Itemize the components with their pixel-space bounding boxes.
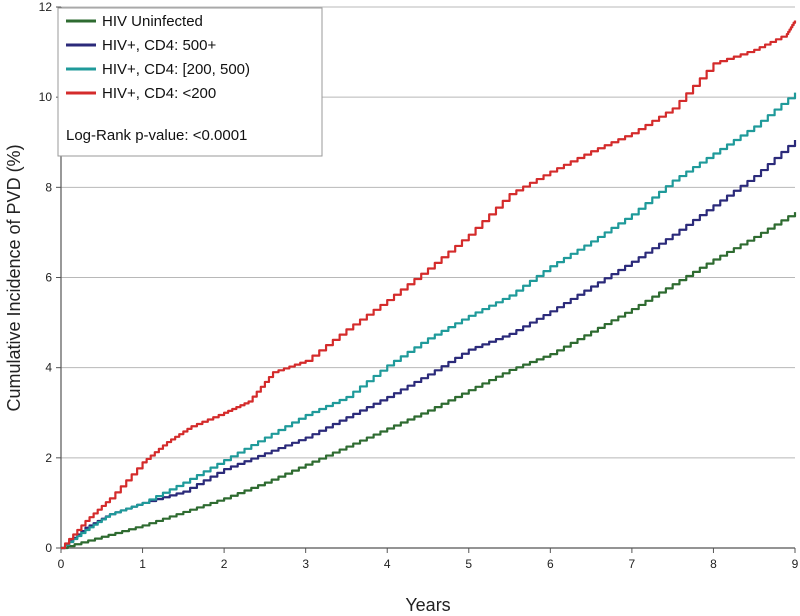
series-lines	[61, 20, 797, 550]
series-line-2	[61, 139, 797, 550]
y-tick-label-0: 0	[45, 541, 52, 555]
log-rank-annotation: Log-Rank p-value: <0.0001	[66, 127, 247, 144]
legend-label-4: HIV+, CD4: <200	[102, 85, 216, 102]
x-axis-title: Years	[405, 595, 450, 615]
series-line-3	[61, 92, 797, 550]
y-tick-label-6: 6	[45, 271, 52, 285]
x-tick-label-6: 6	[547, 557, 554, 571]
legend-label-1: HIV Uninfected	[102, 13, 203, 30]
x-tick-label-9: 9	[792, 557, 799, 571]
legend-label-2: HIV+, CD4: 500+	[102, 37, 216, 54]
legend-label-3: HIV+, CD4: [200, 500)	[102, 61, 250, 78]
series-line-4	[61, 20, 797, 550]
series-line-1	[61, 212, 797, 550]
x-tick-label-2: 2	[221, 557, 228, 571]
legend-items: HIV Uninfected HIV+, CD4: 500+ HIV+, CD4: …	[66, 13, 250, 102]
x-tick-label-1: 1	[139, 557, 146, 571]
y-tick-label-4: 4	[45, 361, 52, 375]
x-tick-label-5: 5	[465, 557, 472, 571]
y-tick-label-8: 8	[45, 180, 52, 194]
legend: HIV Uninfected HIV+, CD4: 500+ HIV+, CD4: …	[57, 7, 323, 157]
x-tick-label-8: 8	[710, 557, 717, 571]
y-tick-label-2: 2	[45, 451, 52, 465]
x-tick-label-3: 3	[302, 557, 309, 571]
y-tick-label-10: 10	[39, 90, 53, 104]
x-tick-label-4: 4	[384, 557, 391, 571]
legend-box	[57, 7, 323, 157]
x-tick-label-7: 7	[629, 557, 636, 571]
y-axis-title: Cumulative Incidence of PVD (%)	[4, 144, 24, 411]
y-tick-label-12: 12	[39, 0, 53, 14]
x-tick-label-0: 0	[58, 557, 65, 571]
